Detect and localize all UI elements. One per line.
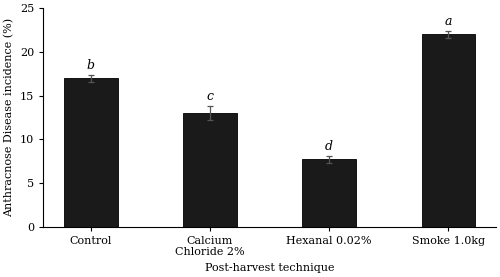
Text: a: a	[444, 15, 452, 28]
Bar	[302, 159, 356, 227]
Text: c: c	[206, 90, 214, 103]
X-axis label: Post-harvest technique: Post-harvest technique	[205, 263, 334, 273]
Bar	[422, 34, 476, 227]
Text: d: d	[325, 140, 333, 153]
Text: b: b	[86, 59, 94, 72]
Y-axis label: Anthracnose Disease incidence (%): Anthracnose Disease incidence (%)	[4, 18, 14, 217]
Bar	[64, 78, 118, 227]
Bar	[183, 113, 237, 227]
